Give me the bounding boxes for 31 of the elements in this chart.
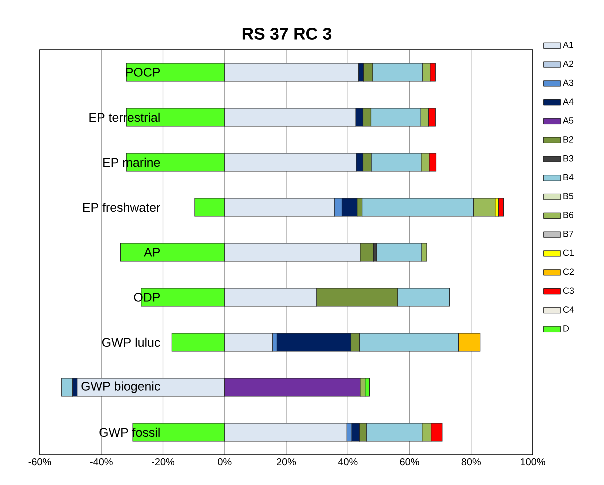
x-tick-label: -60% xyxy=(28,458,52,466)
x-tick-label: -20% xyxy=(152,458,175,466)
x-tick-label: -40% xyxy=(90,458,113,466)
x-tick-label: 100% xyxy=(521,458,546,466)
y-tick-label: AP xyxy=(144,248,160,257)
legend-label: A5 xyxy=(563,118,574,124)
legend-label: B6 xyxy=(564,212,574,218)
legend-label: A4 xyxy=(563,98,574,105)
x-tick-label: 20% xyxy=(277,458,296,466)
legend-label: B7 xyxy=(564,230,574,238)
legend-label: B2 xyxy=(564,136,574,143)
x-tick-label: 60% xyxy=(400,458,420,466)
legend-label: B4 xyxy=(564,174,574,181)
legend-label: B3 xyxy=(564,155,574,162)
legend-label: A3 xyxy=(563,80,574,86)
x-tick-label: 80% xyxy=(462,458,482,466)
chart-title: RS 37 RC 3 xyxy=(242,28,332,40)
x-tick-label: 0% xyxy=(218,458,232,466)
legend-label: B5 xyxy=(564,193,574,200)
y-tick-label: EP freshwater xyxy=(83,202,160,212)
bar xyxy=(498,198,504,217)
y-tick-label: GWP biogenic xyxy=(82,382,160,394)
legend-label: C2 xyxy=(563,268,574,276)
legend-label: D xyxy=(564,326,570,332)
legend-label: C1 xyxy=(563,250,574,256)
legend-label: A1 xyxy=(563,42,574,48)
legend-label: A2 xyxy=(563,60,574,68)
y-tick-label: GWP luluc xyxy=(102,338,160,348)
x-tick-label: 40% xyxy=(338,458,358,466)
legend-label: C4 xyxy=(563,306,574,314)
legend-label: C3 xyxy=(563,288,574,294)
